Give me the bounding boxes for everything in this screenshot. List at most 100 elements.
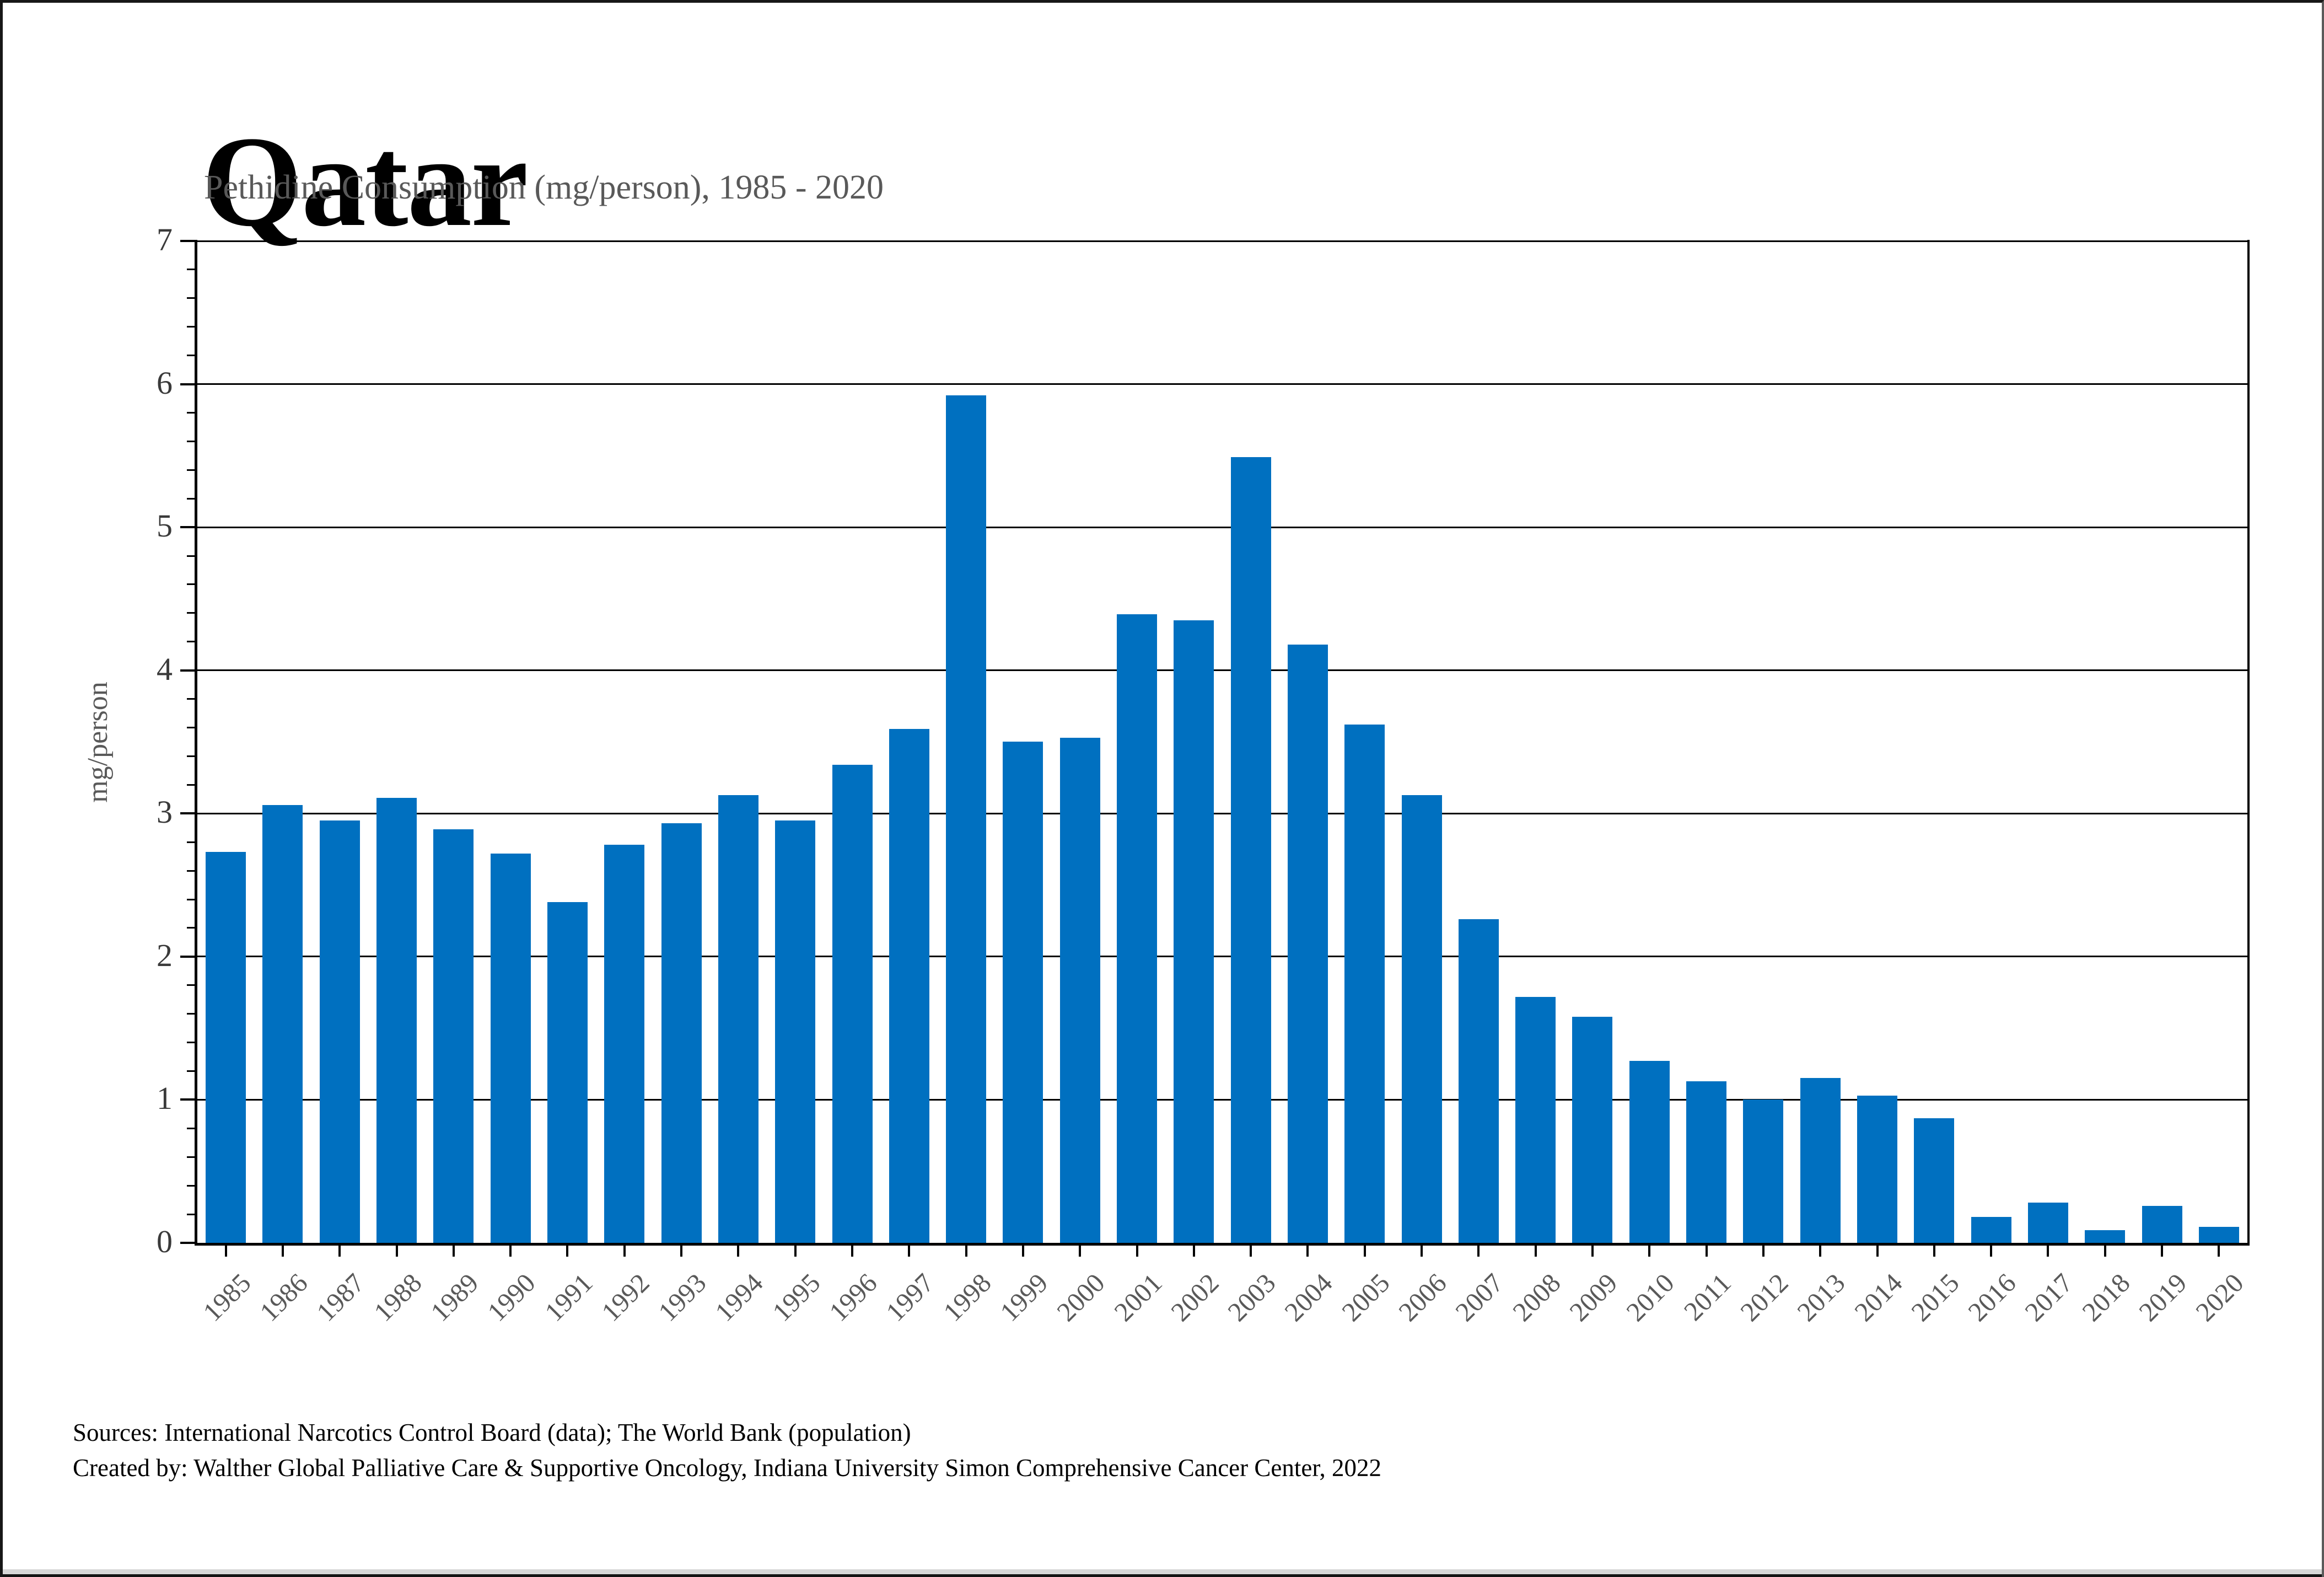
bottom-window-edge <box>0 1574 2324 1577</box>
x-tick-label-2014: 2014 <box>1848 1267 1908 1327</box>
x-tick <box>908 1246 911 1257</box>
x-tick-label-1994: 1994 <box>709 1267 770 1327</box>
bottom-scrollbar-track <box>0 1569 2324 1574</box>
y-minor-tick <box>187 612 195 614</box>
x-tick <box>737 1246 740 1257</box>
y-minor-tick <box>187 784 195 786</box>
x-tick-label-2003: 2003 <box>1222 1267 1282 1327</box>
x-tick <box>281 1246 284 1257</box>
plot-right-border <box>2247 240 2250 1246</box>
y-minor-tick <box>187 1070 195 1072</box>
x-tick-label-2009: 2009 <box>1563 1267 1623 1327</box>
x-tick <box>1534 1246 1537 1257</box>
x-tick-label-1991: 1991 <box>538 1267 599 1327</box>
x-tick <box>1021 1246 1024 1257</box>
x-tick-label-2005: 2005 <box>1336 1267 1396 1327</box>
x-tick <box>1136 1246 1138 1257</box>
bar-1985 <box>206 852 246 1243</box>
x-tick-label-2008: 2008 <box>1507 1267 1567 1327</box>
y-tick-label: 3 <box>157 794 173 830</box>
x-tick <box>509 1246 512 1257</box>
y-minor-tick <box>187 927 195 929</box>
gridline <box>197 240 2247 242</box>
y-minor-tick <box>187 326 195 328</box>
x-tick <box>1591 1246 1594 1257</box>
y-tick-label: 5 <box>157 508 173 544</box>
y-tick-label: 0 <box>157 1224 173 1259</box>
x-tick <box>623 1246 626 1257</box>
x-tick <box>1990 1246 1993 1257</box>
gridline <box>197 812 2247 814</box>
y-major-tick <box>180 383 195 385</box>
bar-1994 <box>718 795 758 1243</box>
y-minor-tick <box>187 1013 195 1015</box>
y-major-tick <box>180 1242 195 1244</box>
bar-1995 <box>775 820 816 1243</box>
bar-2016 <box>1971 1217 2011 1243</box>
y-minor-tick <box>187 1213 195 1215</box>
x-tick-label-2000: 2000 <box>1051 1267 1111 1327</box>
x-tick <box>1648 1246 1651 1257</box>
x-tick <box>2104 1246 2106 1257</box>
x-tick-label-1999: 1999 <box>994 1267 1054 1327</box>
bar-2013 <box>1800 1078 1841 1243</box>
bar-2008 <box>1515 997 1556 1243</box>
x-tick-label-2002: 2002 <box>1165 1267 1225 1327</box>
bar-1988 <box>376 798 417 1243</box>
x-tick <box>1363 1246 1366 1257</box>
bar-2009 <box>1572 1017 1613 1243</box>
chart-subtitle: Pethidine Consumption (mg/person), 1985 … <box>204 169 884 206</box>
y-minor-tick <box>187 1127 195 1129</box>
x-tick-label-1988: 1988 <box>367 1267 428 1327</box>
x-tick-label-1987: 1987 <box>310 1267 370 1327</box>
y-major-tick <box>180 1098 195 1101</box>
x-tick <box>1477 1246 1480 1257</box>
bar-2005 <box>1344 725 1385 1243</box>
bar-2017 <box>2027 1203 2068 1243</box>
x-tick-label-2012: 2012 <box>1734 1267 1794 1327</box>
y-minor-tick <box>187 497 195 500</box>
bar-1999 <box>1003 742 1043 1243</box>
bar-2003 <box>1230 457 1271 1243</box>
y-minor-tick <box>187 469 195 471</box>
bar-2012 <box>1743 1099 1784 1243</box>
x-tick <box>1079 1246 1082 1257</box>
y-major-tick <box>180 812 195 815</box>
x-tick <box>965 1246 967 1257</box>
y-minor-tick <box>187 440 195 442</box>
y-minor-tick <box>187 841 195 843</box>
bar-2019 <box>2142 1206 2182 1243</box>
y-minor-tick <box>187 1042 195 1044</box>
y-major-tick <box>180 240 195 242</box>
x-tick <box>452 1246 455 1257</box>
x-tick-label-1989: 1989 <box>424 1267 485 1327</box>
y-tick-label: 1 <box>157 1080 173 1117</box>
x-tick <box>1250 1246 1252 1257</box>
bar-2006 <box>1401 795 1442 1243</box>
x-tick-label-1996: 1996 <box>823 1267 883 1327</box>
y-minor-tick <box>187 727 195 729</box>
y-minor-tick <box>187 755 195 757</box>
x-tick <box>794 1246 797 1257</box>
x-tick <box>2218 1246 2220 1257</box>
x-tick <box>2161 1246 2164 1257</box>
y-minor-tick <box>187 555 195 557</box>
x-tick-label-1997: 1997 <box>880 1267 940 1327</box>
x-tick-label-2020: 2020 <box>2189 1267 2250 1327</box>
y-minor-tick <box>187 355 195 357</box>
x-tick <box>566 1246 569 1257</box>
bar-2011 <box>1686 1081 1727 1243</box>
bar-1992 <box>604 845 645 1243</box>
bar-2010 <box>1629 1061 1670 1243</box>
y-axis-line <box>195 240 197 1246</box>
y-minor-tick <box>187 1156 195 1158</box>
x-tick-label-2011: 2011 <box>1678 1267 1737 1327</box>
x-tick-label-2006: 2006 <box>1392 1267 1452 1327</box>
y-minor-tick <box>187 269 195 271</box>
y-minor-tick <box>187 297 195 299</box>
x-tick <box>1192 1246 1195 1257</box>
bar-2018 <box>2085 1230 2126 1243</box>
y-tick-label: 6 <box>157 364 173 401</box>
bar-2001 <box>1117 614 1158 1243</box>
x-tick <box>1762 1246 1764 1257</box>
